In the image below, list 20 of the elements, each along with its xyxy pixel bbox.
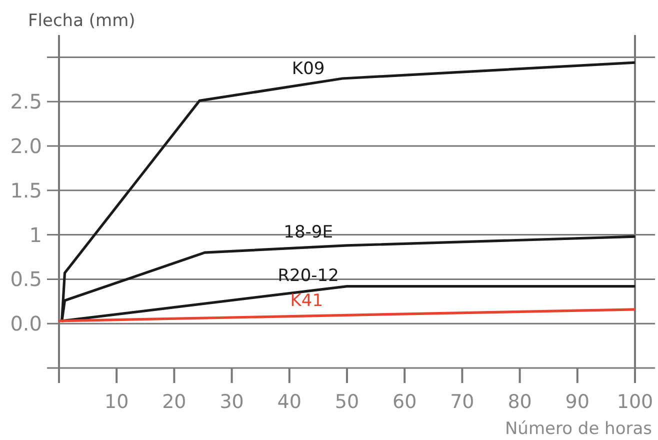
x-tick-label: 40 [277,391,302,413]
x-axis-title: Número de horas [504,419,652,439]
x-tick-label: 90 [565,391,590,413]
series-label: K09 [292,58,325,79]
y-tick-label: 2.5 [10,90,42,114]
y-tick-label: 0.0 [10,312,42,336]
x-tick-label: 50 [334,391,360,413]
y-tick-label: 1 [29,222,42,247]
y-tick-label: 0.5 [10,267,42,292]
series-label: K41 [290,290,324,311]
x-tick-label: 30 [220,391,244,413]
x-tick-label: 60 [392,391,417,413]
x-tick-label: 10 [104,391,129,413]
x-tick-label: 80 [508,391,532,413]
x-tick-label: 100 [616,391,654,413]
y-tick-label: 1.5 [10,178,42,202]
x-tick-label: 20 [162,391,186,413]
x-tick-label: 70 [450,391,474,413]
y-tick-label: 2.0 [10,134,42,158]
y-axis-title: Flecha (mm) [28,11,136,31]
